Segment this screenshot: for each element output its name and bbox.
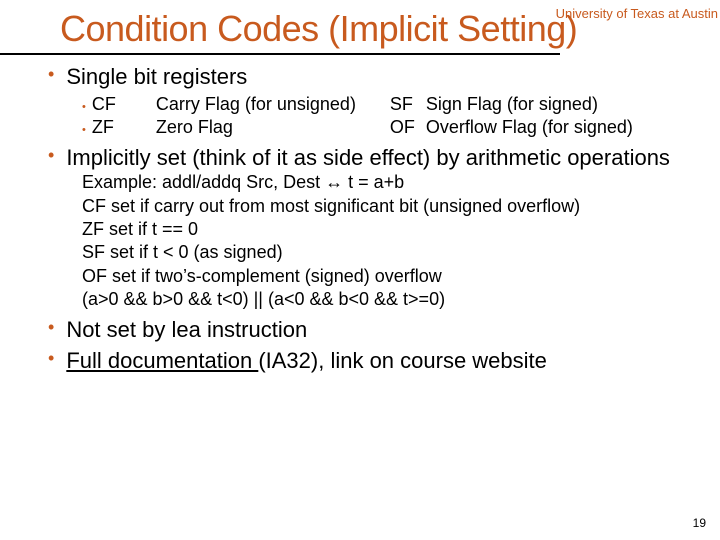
bullet-text: Not set by lea instruction — [66, 316, 307, 344]
flag-description: Zero Flag — [156, 116, 390, 139]
bullet-item: • Full documentation (IA32), link on cou… — [48, 347, 690, 375]
detail-text: SF set if t < 0 (as signed) — [48, 241, 690, 264]
bullet-suffix: (IA32), link on course website — [258, 348, 547, 373]
flag-code: SF — [390, 93, 426, 116]
bullet-text: Single bit registers — [66, 63, 247, 91]
flag-description: Sign Flag (for signed) — [426, 93, 598, 116]
bullet-icon: • — [82, 123, 86, 137]
flag-description: Overflow Flag (for signed) — [426, 116, 633, 139]
slide-content: • Single bit registers • CF Carry Flag (… — [0, 63, 720, 374]
title-underline — [0, 53, 560, 55]
page-number: 19 — [693, 516, 706, 530]
institution-label: University of Texas at Austin — [556, 6, 718, 21]
bullet-icon: • — [82, 100, 86, 114]
flag-code: OF — [390, 116, 426, 139]
bullet-icon: • — [48, 63, 54, 86]
bullet-text: Implicitly set (think of it as side effe… — [66, 144, 670, 172]
bullet-item: • Implicitly set (think of it as side ef… — [48, 144, 690, 172]
flag-code: CF — [92, 93, 156, 116]
detail-text: Example: addl/addq Src, Dest ↔ t = a+b — [48, 171, 690, 194]
bullet-text: Full documentation (IA32), link on cours… — [66, 347, 547, 375]
bullet-icon: • — [48, 144, 54, 167]
flag-description: Carry Flag (for unsigned) — [156, 93, 390, 116]
flag-code: ZF — [92, 116, 156, 139]
flag-row: • CF Carry Flag (for unsigned) SF Sign F… — [82, 93, 690, 116]
flag-table: • CF Carry Flag (for unsigned) SF Sign F… — [48, 93, 690, 140]
bullet-item: • Not set by lea instruction — [48, 316, 690, 344]
detail-text: (a>0 && b>0 && t<0) || (a<0 && b<0 && t>… — [48, 288, 690, 311]
flag-row: • ZF Zero Flag OF Overflow Flag (for sig… — [82, 116, 690, 139]
bullet-icon: • — [48, 347, 54, 370]
detail-text: CF set if carry out from most significan… — [48, 195, 690, 218]
detail-text: ZF set if t == 0 — [48, 218, 690, 241]
documentation-link[interactable]: Full documentation — [66, 348, 258, 373]
bullet-icon: • — [48, 316, 54, 339]
detail-text: OF set if two’s-complement (signed) over… — [48, 265, 690, 288]
bullet-item: • Single bit registers — [48, 63, 690, 91]
